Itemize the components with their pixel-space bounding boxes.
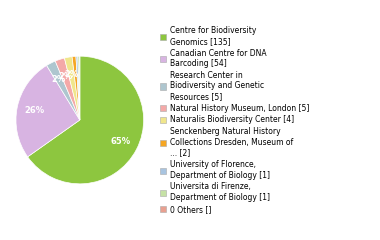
Wedge shape — [76, 56, 80, 120]
Text: 2%: 2% — [64, 70, 79, 79]
Wedge shape — [65, 57, 80, 120]
Text: 65%: 65% — [111, 137, 131, 146]
Wedge shape — [78, 56, 80, 120]
Wedge shape — [47, 61, 80, 120]
Text: 2%: 2% — [52, 75, 66, 84]
Wedge shape — [55, 58, 80, 120]
Legend: Centre for Biodiversity
Genomics [135], Canadian Centre for DNA
Barcoding [54], : Centre for Biodiversity Genomics [135], … — [160, 26, 309, 214]
Text: 2%: 2% — [58, 72, 73, 81]
Wedge shape — [16, 66, 80, 157]
Text: 26%: 26% — [25, 106, 45, 115]
Wedge shape — [72, 56, 80, 120]
Wedge shape — [28, 56, 144, 184]
